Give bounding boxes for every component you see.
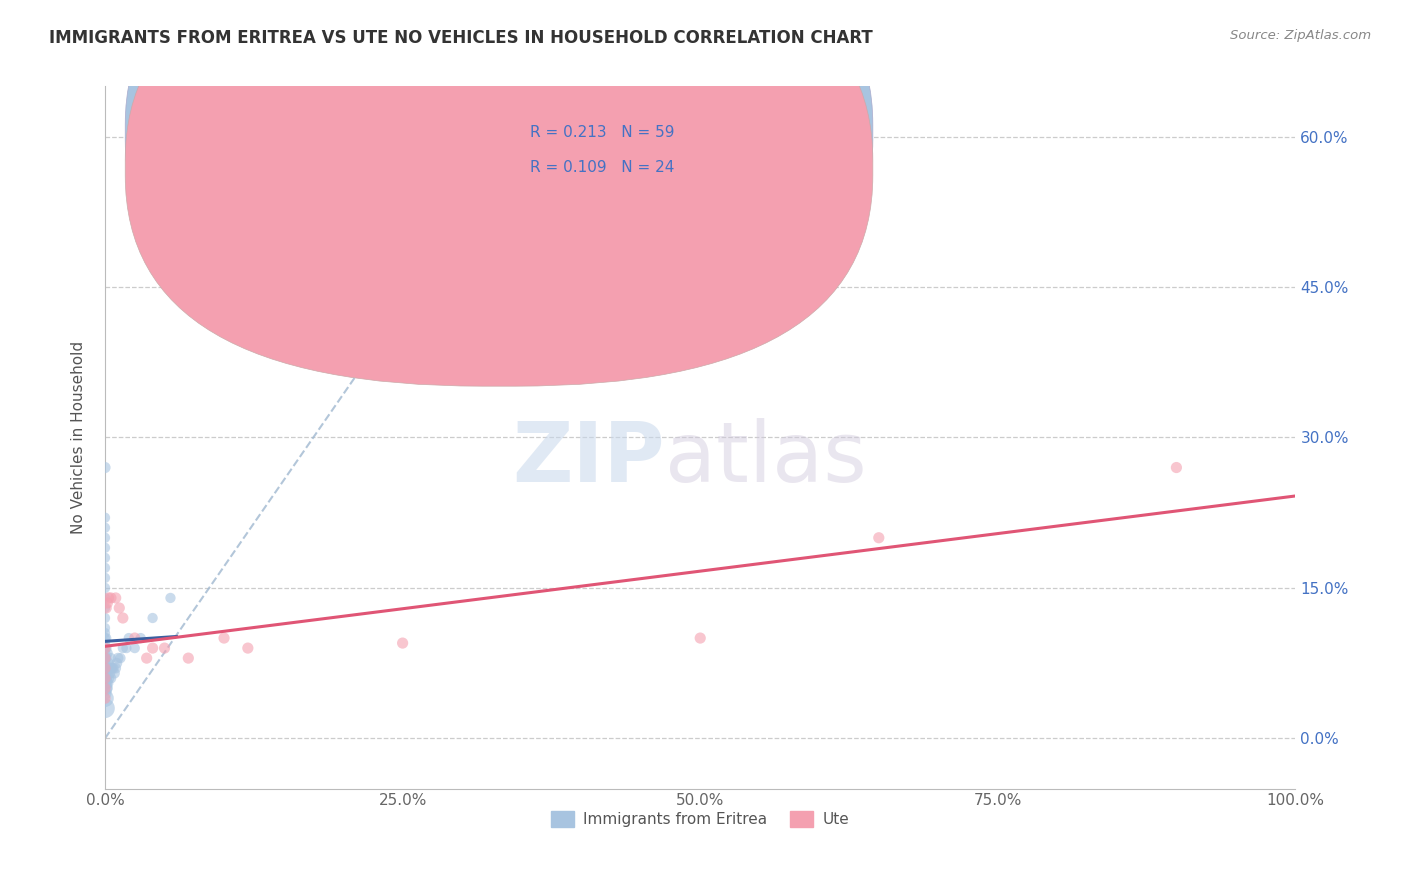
Point bbox=[94, 666, 117, 681]
Point bbox=[124, 631, 146, 645]
Point bbox=[94, 661, 117, 675]
Point bbox=[101, 661, 124, 675]
Point bbox=[94, 671, 117, 685]
Point bbox=[94, 686, 117, 700]
FancyBboxPatch shape bbox=[463, 97, 783, 185]
Point bbox=[94, 641, 117, 656]
Point bbox=[1166, 460, 1188, 475]
Point bbox=[103, 666, 125, 681]
Point bbox=[96, 601, 118, 615]
Point bbox=[94, 460, 117, 475]
Point bbox=[104, 591, 127, 605]
Point bbox=[96, 681, 118, 696]
Point bbox=[96, 661, 118, 675]
Point bbox=[94, 701, 117, 715]
Legend: Immigrants from Eritrea, Ute: Immigrants from Eritrea, Ute bbox=[546, 805, 855, 833]
Text: atlas: atlas bbox=[665, 418, 866, 499]
Point bbox=[108, 601, 131, 615]
Point bbox=[96, 651, 118, 665]
Point bbox=[94, 651, 117, 665]
Point bbox=[212, 631, 235, 645]
Point bbox=[103, 661, 125, 675]
Point bbox=[94, 646, 117, 660]
Point bbox=[94, 550, 117, 565]
Point bbox=[96, 676, 118, 690]
Point bbox=[142, 641, 165, 656]
Point bbox=[94, 656, 117, 670]
Point bbox=[124, 641, 146, 656]
Point bbox=[94, 651, 117, 665]
Point bbox=[111, 611, 134, 625]
Point bbox=[177, 651, 200, 665]
Point bbox=[94, 510, 117, 524]
Point bbox=[118, 631, 141, 645]
Point bbox=[97, 591, 120, 605]
Point bbox=[94, 661, 117, 675]
Point bbox=[100, 651, 122, 665]
Point bbox=[94, 581, 117, 595]
Point bbox=[96, 631, 118, 645]
Point bbox=[96, 596, 118, 610]
FancyBboxPatch shape bbox=[125, 0, 873, 386]
Point bbox=[96, 641, 118, 656]
Point bbox=[97, 656, 120, 670]
Point bbox=[94, 621, 117, 635]
Point bbox=[153, 641, 176, 656]
Point bbox=[105, 656, 128, 670]
Point bbox=[689, 631, 711, 645]
Point bbox=[94, 636, 117, 650]
Point bbox=[94, 626, 117, 640]
Text: ZIP: ZIP bbox=[512, 418, 665, 499]
Point bbox=[100, 671, 122, 685]
Point bbox=[135, 651, 157, 665]
Point bbox=[129, 631, 152, 645]
Point bbox=[100, 591, 122, 605]
Point bbox=[96, 646, 118, 660]
Point bbox=[94, 673, 117, 688]
Point bbox=[94, 531, 117, 545]
Point bbox=[107, 651, 129, 665]
Point bbox=[111, 641, 134, 656]
Point bbox=[96, 671, 118, 685]
Point bbox=[94, 663, 117, 677]
Point bbox=[110, 651, 132, 665]
Point bbox=[94, 591, 117, 605]
Point bbox=[94, 561, 117, 575]
Point bbox=[100, 661, 122, 675]
Point bbox=[94, 691, 117, 706]
Y-axis label: No Vehicles in Household: No Vehicles in Household bbox=[72, 341, 86, 534]
Text: R = 0.109   N = 24: R = 0.109 N = 24 bbox=[530, 161, 675, 175]
Point bbox=[94, 601, 117, 615]
Text: Source: ZipAtlas.com: Source: ZipAtlas.com bbox=[1230, 29, 1371, 42]
Text: IMMIGRANTS FROM ERITREA VS UTE NO VEHICLES IN HOUSEHOLD CORRELATION CHART: IMMIGRANTS FROM ERITREA VS UTE NO VEHICL… bbox=[49, 29, 873, 46]
Point bbox=[98, 666, 121, 681]
Point bbox=[94, 611, 117, 625]
Point bbox=[94, 521, 117, 535]
Text: R = 0.213   N = 59: R = 0.213 N = 59 bbox=[530, 125, 675, 140]
Point bbox=[94, 671, 117, 685]
Point bbox=[94, 641, 117, 656]
Point bbox=[104, 661, 127, 675]
Point bbox=[94, 571, 117, 585]
Point bbox=[96, 661, 118, 675]
Point bbox=[94, 681, 117, 696]
Point bbox=[115, 641, 138, 656]
Point bbox=[236, 641, 259, 656]
Point bbox=[391, 636, 413, 650]
Point bbox=[94, 541, 117, 555]
FancyBboxPatch shape bbox=[125, 0, 873, 351]
Point bbox=[159, 591, 181, 605]
Point bbox=[142, 611, 165, 625]
Point bbox=[94, 681, 117, 696]
Point bbox=[868, 531, 890, 545]
Point bbox=[94, 631, 117, 645]
Point bbox=[94, 676, 117, 690]
Point bbox=[97, 671, 120, 685]
Point bbox=[94, 691, 117, 706]
